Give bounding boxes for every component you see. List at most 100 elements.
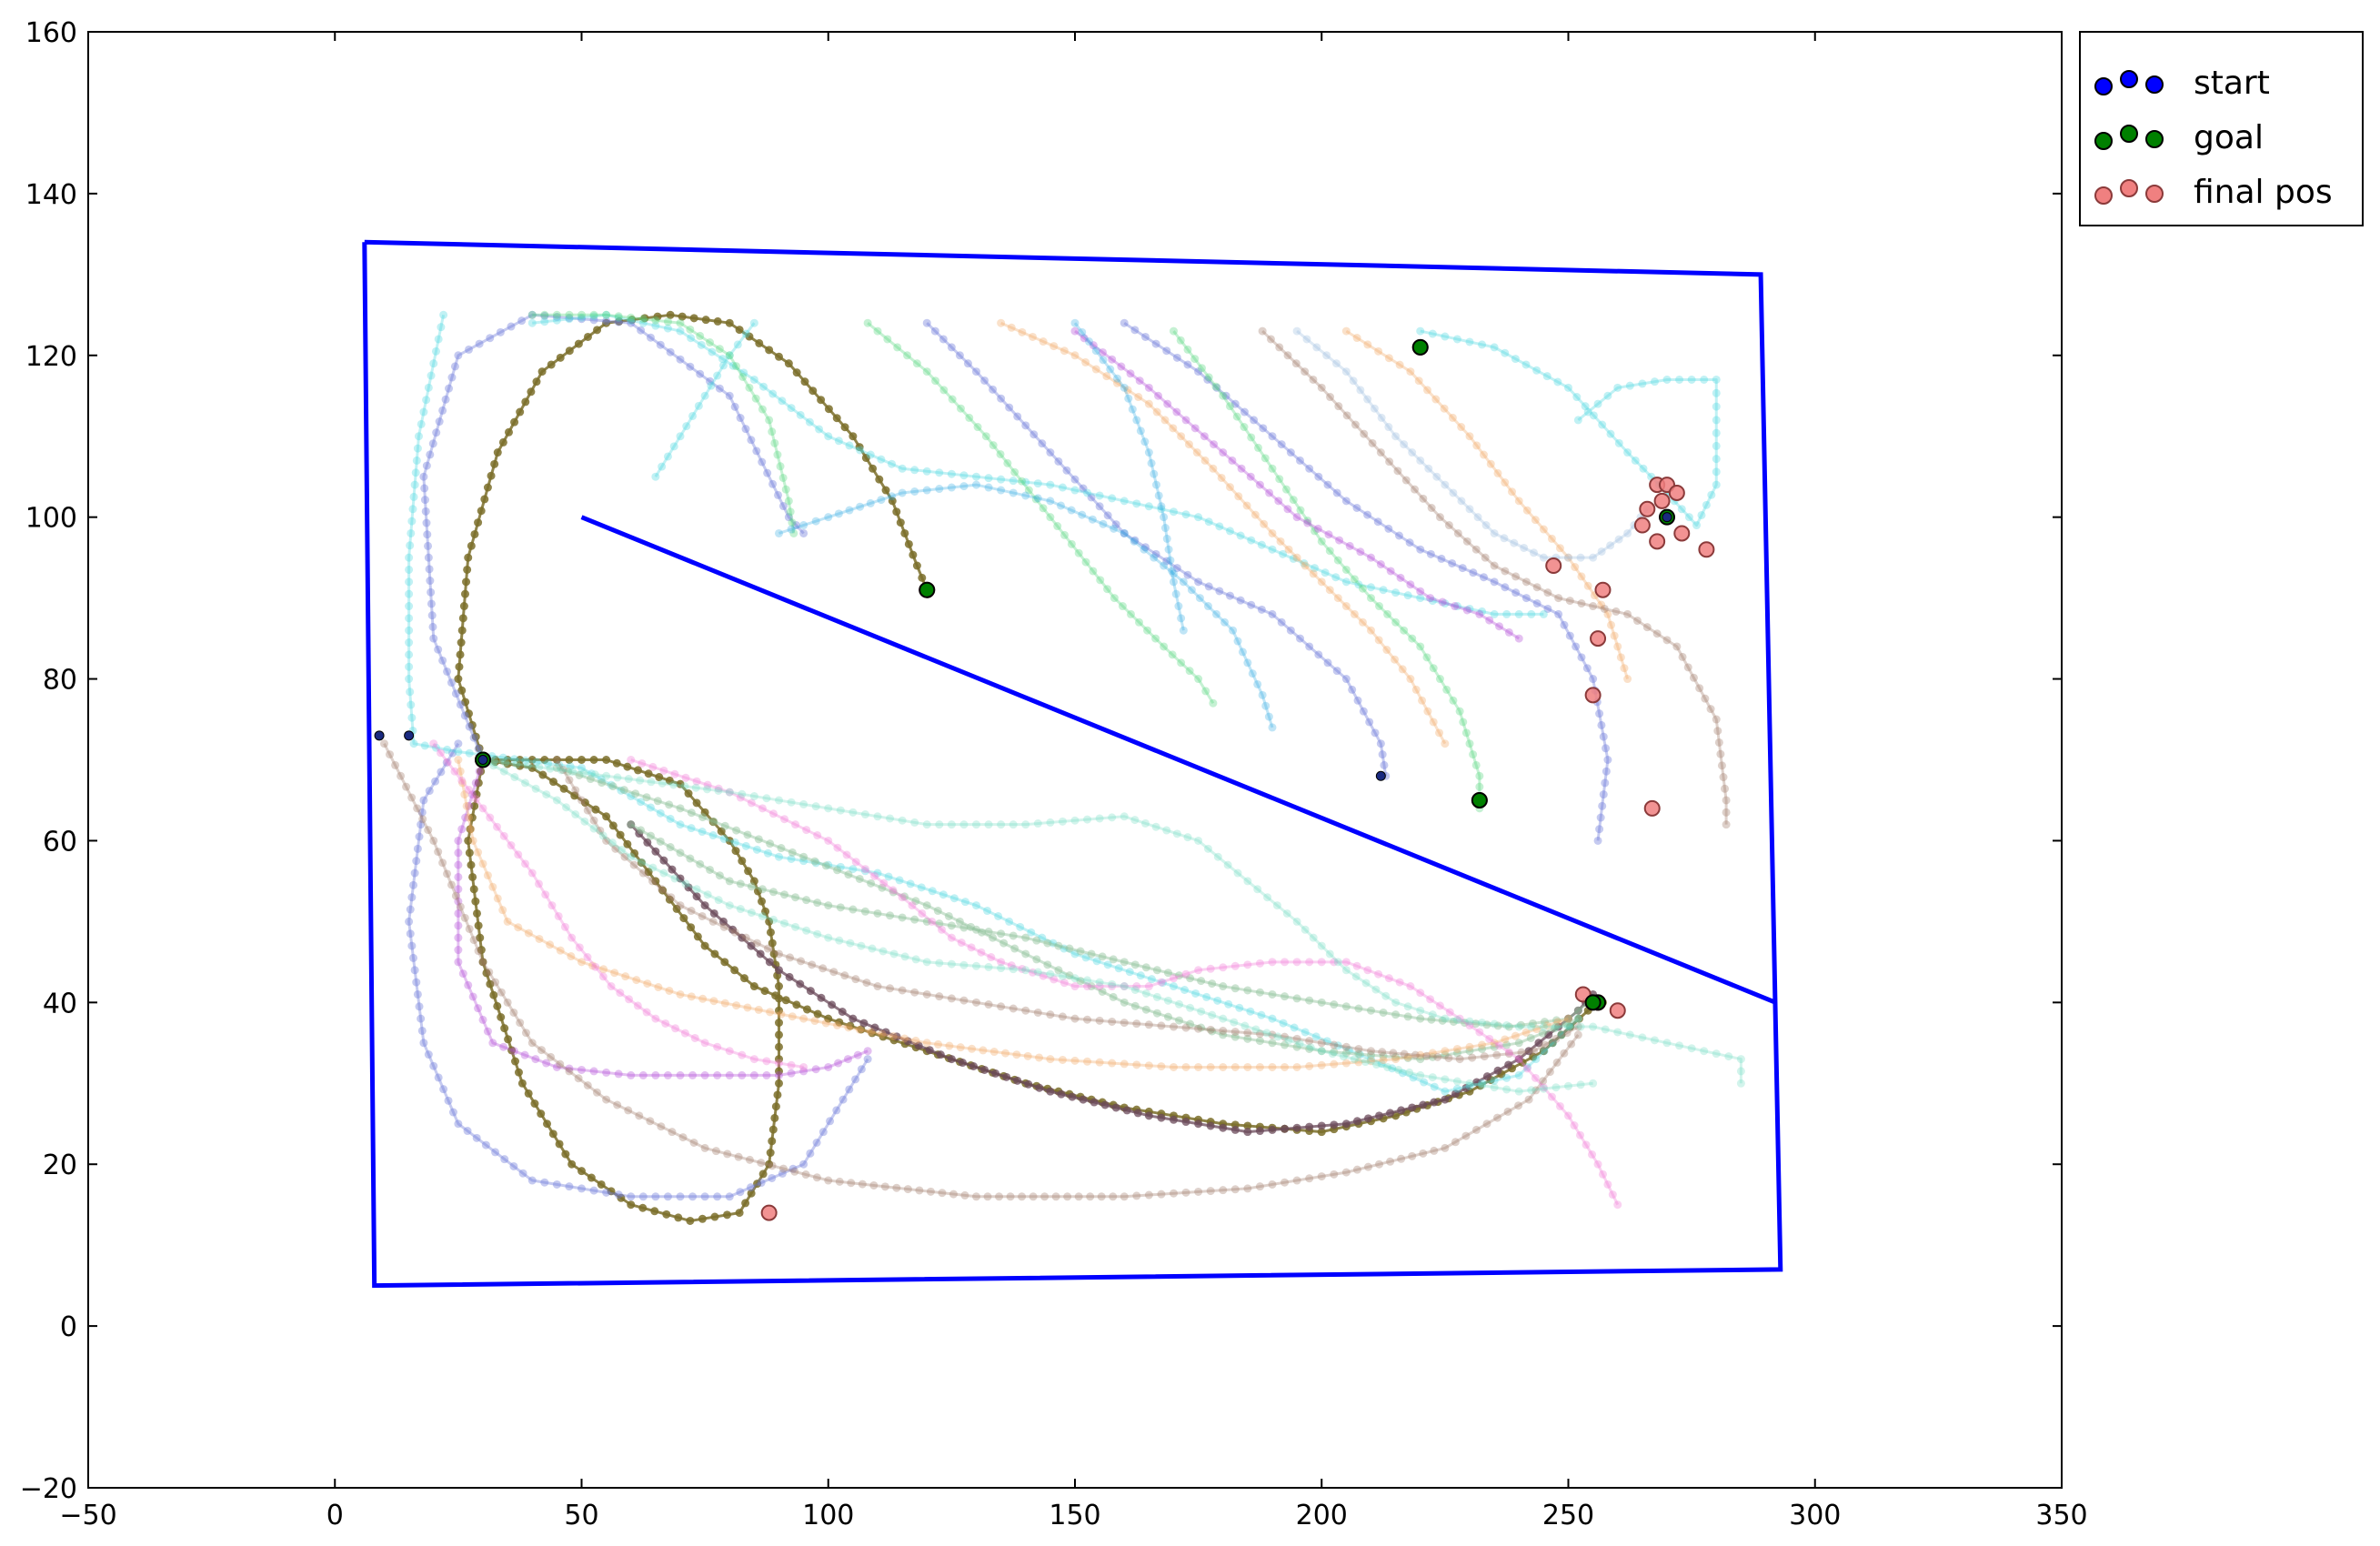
- trajectory-point: [644, 868, 653, 877]
- trajectory-30: [1070, 318, 1188, 635]
- trajectory-point: [646, 803, 655, 812]
- trajectory-point: [676, 1070, 685, 1079]
- trajectory-point: [1502, 609, 1511, 618]
- trajectory-point: [735, 326, 744, 335]
- trajectory-point: [1292, 917, 1301, 926]
- trajectory-point: [1095, 978, 1104, 987]
- trajectory-point: [775, 1059, 783, 1068]
- trajectory-point: [1391, 588, 1401, 597]
- trajectory-point: [981, 432, 990, 441]
- trajectory-point: [429, 1061, 438, 1070]
- trajectory-point: [995, 1192, 1004, 1201]
- trajectory-point: [855, 1025, 864, 1034]
- trajectory-point: [1504, 1049, 1513, 1059]
- trajectory-point: [1504, 1060, 1513, 1069]
- trajectory-23: [1258, 326, 1731, 829]
- trajectory-point: [947, 343, 956, 352]
- trajectory-point: [1212, 609, 1221, 618]
- trajectory-point: [1465, 1081, 1474, 1090]
- trajectory-point: [1179, 577, 1188, 587]
- trajectory-point: [1095, 814, 1104, 823]
- trajectory-point: [784, 359, 793, 368]
- trajectory-point: [736, 905, 745, 914]
- trajectory-point: [498, 437, 507, 447]
- trajectory-point: [725, 351, 734, 360]
- trajectory-point: [1265, 488, 1274, 497]
- trajectory-point: [1554, 594, 1563, 603]
- trajectory-point: [713, 371, 722, 380]
- trajectory-point: [1349, 376, 1358, 386]
- trajectory-point: [955, 351, 964, 360]
- trajectory-point: [787, 798, 796, 807]
- trajectory-point: [1120, 1019, 1129, 1028]
- trajectory-point: [1191, 989, 1200, 998]
- trajectory-point: [696, 369, 705, 378]
- trajectory-point: [730, 838, 739, 847]
- trajectory-point: [1495, 1041, 1504, 1050]
- trajectory-point: [1527, 1086, 1536, 1095]
- trajectory-point: [821, 861, 830, 870]
- trajectory-point: [434, 848, 443, 857]
- trajectory-point: [422, 518, 431, 527]
- trajectory-point: [486, 813, 495, 822]
- trajectory-point: [688, 1070, 698, 1079]
- trajectory-point: [463, 565, 472, 574]
- trajectory-point: [621, 972, 630, 981]
- trajectory-point: [749, 318, 758, 327]
- trajectory-point: [627, 820, 636, 829]
- trajectory-point: [1113, 378, 1121, 387]
- trajectory-point: [624, 775, 633, 784]
- trajectory-point: [889, 888, 898, 897]
- trajectory-point: [1361, 1058, 1370, 1067]
- trajectory-point: [1409, 1073, 1418, 1082]
- trajectory-point: [648, 877, 657, 886]
- trajectory-point: [1170, 974, 1178, 983]
- trajectory-point: [602, 1188, 611, 1197]
- trajectory-point: [1081, 953, 1090, 962]
- trajectory-point: [471, 732, 480, 741]
- trajectory-point: [438, 656, 447, 665]
- trajectory-point: [1217, 473, 1226, 482]
- trajectory-point: [1465, 337, 1474, 346]
- trajectory-point: [1029, 430, 1039, 439]
- trajectory-point: [832, 1106, 841, 1115]
- trajectory-point: [1291, 359, 1300, 368]
- trajectory-point: [747, 882, 756, 891]
- trajectory-point: [535, 763, 544, 772]
- trajectory-point: [486, 334, 495, 343]
- trajectory-point: [552, 1062, 561, 1071]
- trajectory-point: [1452, 1084, 1461, 1093]
- trajectory-point: [1268, 1014, 1277, 1023]
- trajectory-point: [1286, 448, 1295, 457]
- trajectory-point: [1684, 513, 1693, 522]
- trajectory-point: [472, 909, 481, 918]
- trajectory-point: [763, 848, 772, 858]
- trajectory-point: [1203, 844, 1212, 853]
- trajectory-point: [447, 373, 457, 382]
- trajectory-point: [1083, 1057, 1092, 1066]
- trajectory-point: [1461, 728, 1471, 738]
- trajectory-point: [1397, 1154, 1406, 1163]
- axis-ticks: −50 0 50 100 150 200 250 300 350−200204060801001…: [20, 17, 2088, 1531]
- trajectory-point: [860, 865, 869, 874]
- trajectory-point: [754, 1005, 763, 1014]
- trajectory-point: [1573, 1006, 1582, 1015]
- trajectory-point: [1452, 1077, 1461, 1086]
- trajectory-point: [1355, 1050, 1364, 1059]
- trajectory-point: [1675, 1041, 1684, 1050]
- trajectory-point: [1141, 989, 1150, 998]
- trajectory-point: [1712, 375, 1721, 384]
- trajectory-point: [477, 507, 486, 516]
- trajectory-point: [868, 944, 877, 953]
- trajectory-point: [708, 347, 717, 356]
- trajectory-point: [1260, 519, 1269, 528]
- goal-marker: [1411, 338, 1429, 356]
- trajectory-point: [1151, 549, 1160, 558]
- trajectory-13: [863, 318, 1218, 708]
- trajectory-point: [1023, 1051, 1032, 1060]
- trajectory-point: [1521, 360, 1531, 369]
- trajectory-point: [1422, 1051, 1431, 1060]
- trajectory-point: [892, 1032, 901, 1041]
- start-marker: [374, 730, 385, 741]
- trajectory-point: [1058, 1012, 1067, 1021]
